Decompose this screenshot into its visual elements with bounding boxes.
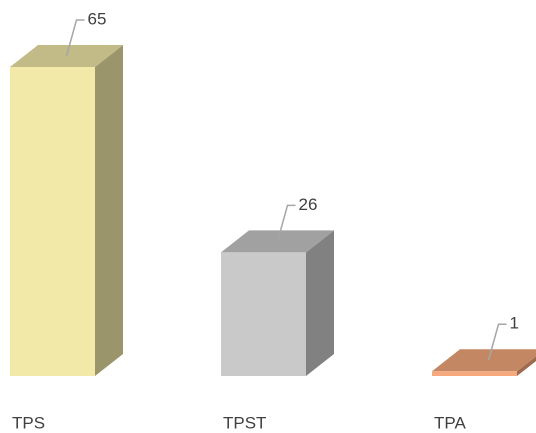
- bar-side: [95, 44, 123, 377]
- data-label: 1: [510, 314, 519, 333]
- x-tick-label: TPA: [434, 413, 466, 432]
- bar-side: [306, 230, 334, 376]
- bar-top: [432, 349, 536, 372]
- leader-line: [65, 19, 85, 57]
- data-label: 26: [299, 195, 318, 214]
- x-tick-label: TPST: [223, 413, 266, 432]
- data-label: 65: [88, 9, 107, 28]
- bar: [432, 371, 517, 376]
- leader-line: [487, 323, 507, 361]
- x-tick-label: TPS: [12, 413, 45, 432]
- leader-line: [276, 204, 296, 242]
- bar-side: [517, 356, 536, 376]
- bar: [221, 252, 306, 376]
- bar: [10, 66, 95, 377]
